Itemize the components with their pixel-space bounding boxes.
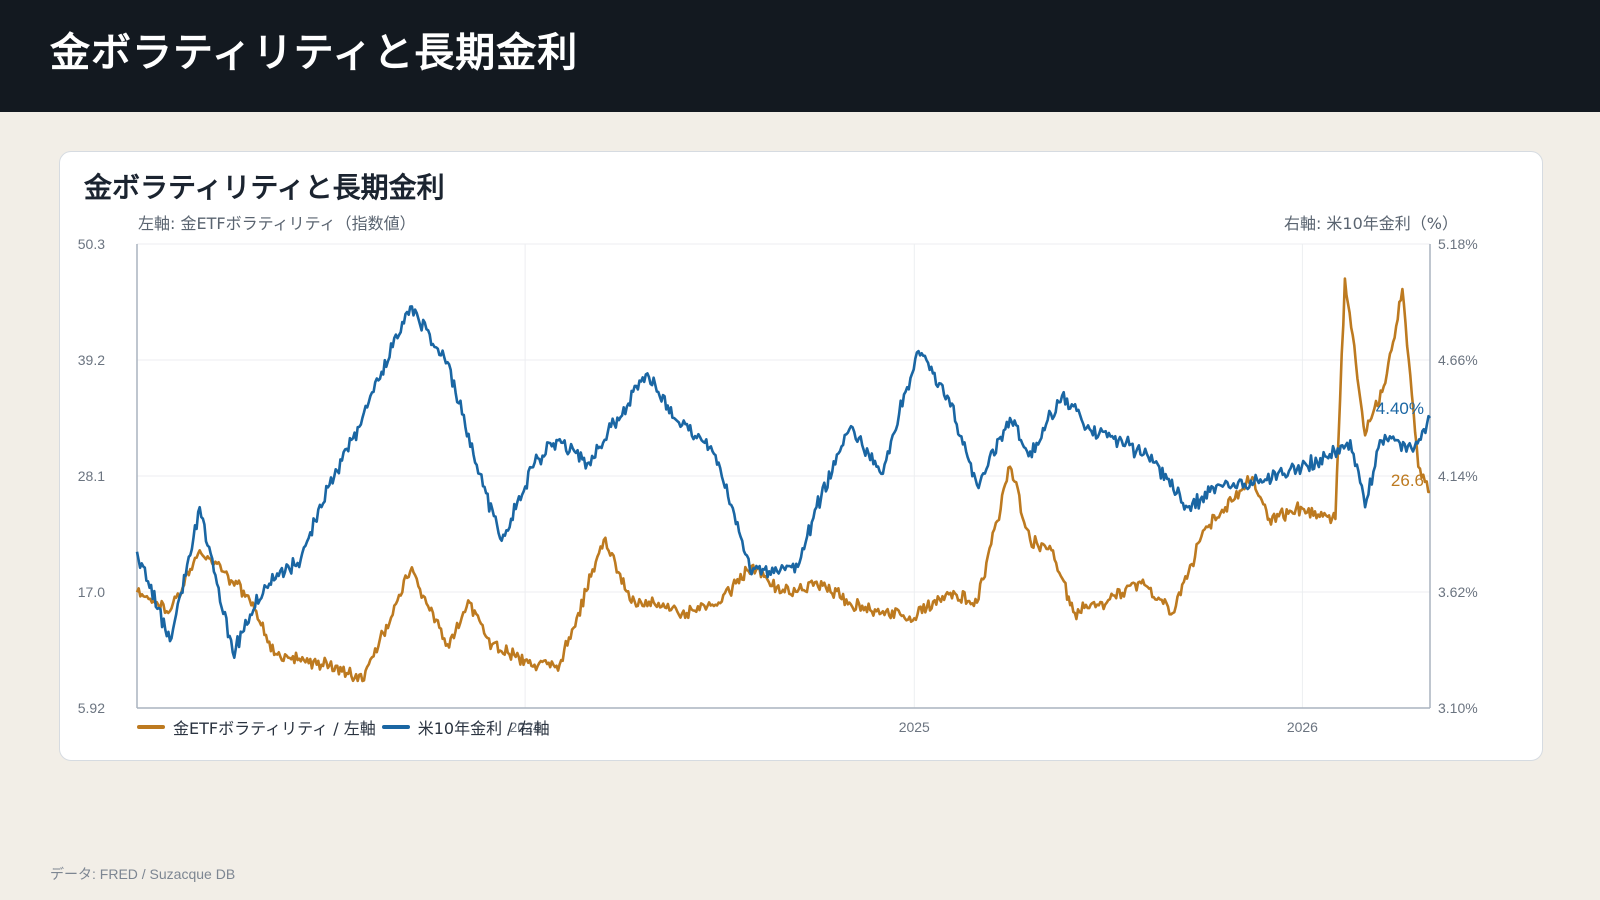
legend-item-gold[interactable]: 金ETFボラティリティ / 左軸	[137, 715, 376, 739]
legend-label-rate: 米10年金利 / 右軸	[417, 719, 550, 738]
left-tick-label: 50.3	[78, 236, 105, 252]
legend-label-gold: 金ETFボラティリティ / 左軸	[173, 719, 376, 738]
left-tick-label: 17.0	[78, 584, 105, 600]
series-line-gold	[135, 277, 1431, 683]
left-tick-label: 28.1	[78, 468, 105, 484]
left-axis-caption: 左軸: 金ETFボラティリティ（指数値）	[138, 214, 416, 233]
left-tick-label: 5.92	[78, 700, 105, 716]
legend-swatch-gold	[137, 725, 165, 729]
right-tick-label: 5.18%	[1438, 236, 1478, 252]
chart-card: 金ボラティリティと長期金利 左軸: 金ETFボラティリティ（指数値） 右軸: 米…	[59, 151, 1543, 761]
page-title: 金ボラティリティと長期金利	[50, 30, 579, 76]
data-source: データ: FRED / Suzacque DB	[50, 866, 236, 882]
legend-swatch-rate	[381, 725, 410, 729]
line-chart: 5.92 3.10% 17.0 3.62% 28.1 4.14% 39.2 4.66% 50.3…	[78, 236, 1478, 735]
x-tick-label: 2025	[899, 719, 930, 735]
right-axis-caption: 右軸: 米10年金利（%）	[1283, 214, 1458, 233]
rate-end-label: 4.40%	[1376, 399, 1424, 418]
chart-legend: 金ETFボラティリティ / 左軸 米10年金利 / 右軸	[137, 715, 550, 739]
right-tick-label: 4.66%	[1438, 352, 1478, 368]
chart-title: 金ボラティリティと長期金利	[84, 171, 445, 204]
gold-end-label: 26.6	[1391, 471, 1424, 490]
legend-item-rate[interactable]: 米10年金利 / 右軸	[381, 715, 550, 739]
x-tick-label: 2026	[1287, 719, 1318, 735]
right-tick-label: 3.10%	[1438, 700, 1478, 716]
left-tick-label: 39.2	[78, 352, 105, 368]
right-tick-label: 4.14%	[1438, 468, 1478, 484]
series-line-rate	[135, 305, 1431, 659]
page-header: 金ボラティリティと長期金利	[0, 0, 1600, 112]
x-tick-label: 2024	[510, 719, 541, 735]
right-tick-label: 3.62%	[1438, 584, 1478, 600]
